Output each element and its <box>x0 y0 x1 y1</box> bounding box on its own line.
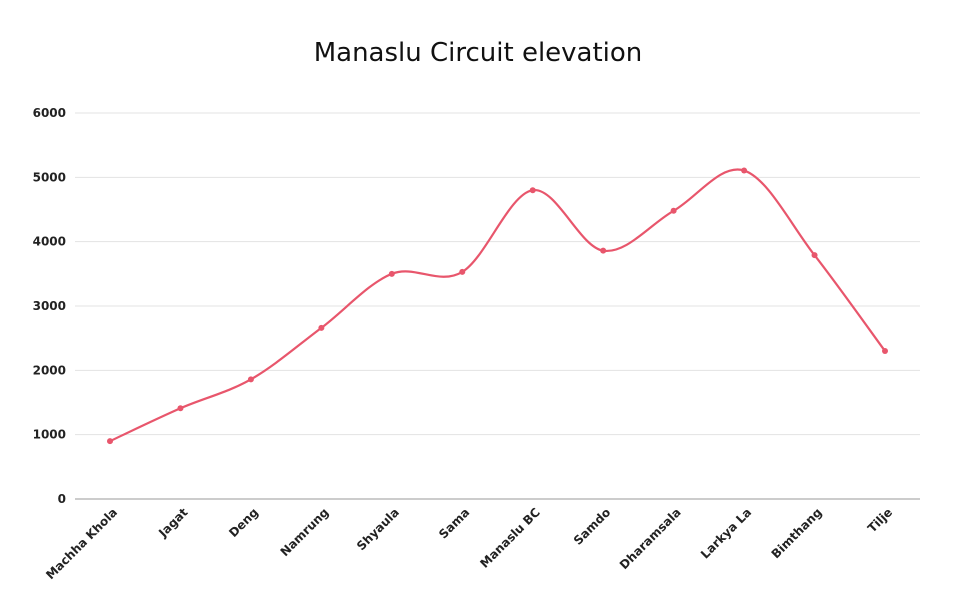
data-point <box>177 405 184 412</box>
y-tick-label: 6000 <box>33 106 66 120</box>
x-tick-label: Bimthang <box>769 505 825 561</box>
x-tick-label: Sama <box>436 505 472 541</box>
x-tick-label: Samdo <box>571 505 613 547</box>
data-point <box>529 187 536 194</box>
x-tick-label: Manaslu BC <box>477 505 543 571</box>
data-point <box>318 324 325 331</box>
data-point <box>811 252 818 259</box>
data-point <box>388 270 395 277</box>
x-tick-labels: Machha Khola Jagat Deng Namrung Shyaula Sama M… <box>43 505 895 582</box>
y-tick-label: 2000 <box>33 363 66 377</box>
y-tick-label: 4000 <box>33 235 66 249</box>
gridlines <box>75 112 920 436</box>
x-tick-label: Namrung <box>278 505 332 559</box>
data-point <box>670 207 677 214</box>
data-points <box>107 167 888 445</box>
y-tick-label: 1000 <box>33 428 66 442</box>
x-tick-label: Tilje <box>865 505 895 535</box>
data-point <box>600 247 607 254</box>
series-line <box>109 168 886 443</box>
data-point <box>459 268 466 275</box>
data-point <box>741 167 748 174</box>
y-tick-label: 5000 <box>33 170 66 184</box>
x-tick-label: Jagat <box>155 505 191 541</box>
data-point <box>107 438 113 445</box>
chart-title: Manaslu Circuit elevation <box>313 38 643 68</box>
series <box>109 168 886 443</box>
x-tick-label: Larkya La <box>698 505 754 561</box>
x-tick-label: Shyaula <box>354 505 402 553</box>
data-point <box>882 348 888 355</box>
x-tick-label: Dharamsala <box>617 505 684 572</box>
y-tick-label: 0 <box>58 492 66 506</box>
y-tick-label: 3000 <box>33 299 66 313</box>
x-tick-label: Machha Khola <box>43 505 120 582</box>
x-tick-label: Deng <box>226 505 261 540</box>
data-point <box>247 376 254 383</box>
y-tick-labels: 0 1000 2000 3000 4000 5000 6000 <box>33 106 66 506</box>
